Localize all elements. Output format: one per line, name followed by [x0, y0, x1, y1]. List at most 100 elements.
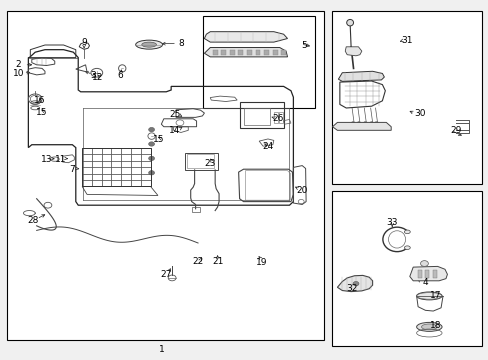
Text: 15: 15 — [36, 108, 47, 117]
Text: 15: 15 — [153, 135, 164, 144]
Text: 24: 24 — [262, 143, 273, 152]
Bar — [131, 180, 141, 186]
Bar — [238, 50, 243, 55]
Text: 21: 21 — [211, 256, 223, 265]
Circle shape — [148, 171, 154, 175]
Bar — [102, 174, 111, 180]
Circle shape — [350, 122, 354, 125]
Text: 29: 29 — [449, 126, 461, 135]
Bar — [92, 180, 102, 186]
Polygon shape — [338, 71, 384, 81]
Bar — [131, 154, 141, 161]
Bar — [331, 11, 481, 184]
Text: 27: 27 — [160, 270, 172, 279]
Bar — [111, 154, 121, 161]
Bar — [102, 154, 111, 161]
Ellipse shape — [142, 42, 156, 47]
Polygon shape — [204, 48, 287, 57]
Bar — [121, 174, 131, 180]
Polygon shape — [345, 47, 361, 56]
Circle shape — [369, 122, 373, 125]
Circle shape — [148, 127, 154, 132]
Bar — [102, 148, 111, 154]
Bar — [82, 161, 92, 167]
Bar — [121, 154, 131, 161]
Polygon shape — [332, 122, 390, 130]
Text: 1: 1 — [158, 345, 164, 354]
Bar — [102, 180, 111, 186]
Bar — [273, 112, 277, 123]
Text: 7: 7 — [69, 165, 75, 174]
Text: 28: 28 — [27, 216, 39, 225]
Bar — [131, 161, 141, 167]
Text: 2: 2 — [16, 60, 21, 69]
Bar — [131, 167, 141, 174]
Bar — [212, 50, 217, 55]
Text: 17: 17 — [428, 292, 440, 300]
Ellipse shape — [421, 324, 436, 330]
Bar — [141, 148, 150, 154]
Text: 19: 19 — [255, 258, 267, 266]
Circle shape — [148, 142, 154, 146]
Text: 16: 16 — [34, 96, 46, 105]
Bar — [131, 174, 141, 180]
Ellipse shape — [346, 19, 353, 26]
Bar — [121, 167, 131, 174]
Bar — [221, 50, 225, 55]
Text: 11: 11 — [55, 154, 67, 163]
Text: 23: 23 — [204, 159, 216, 168]
Circle shape — [420, 261, 427, 266]
Bar — [7, 11, 324, 340]
Text: 25: 25 — [169, 110, 181, 119]
Bar — [121, 180, 131, 186]
Bar — [131, 148, 141, 154]
Text: 33: 33 — [386, 218, 397, 227]
Text: 26: 26 — [271, 113, 283, 122]
Ellipse shape — [404, 230, 409, 234]
Bar — [121, 148, 131, 154]
Bar — [92, 167, 102, 174]
Text: 20: 20 — [296, 186, 307, 194]
Bar — [82, 167, 92, 174]
Bar — [281, 50, 285, 55]
Text: 22: 22 — [192, 256, 203, 265]
Text: 9: 9 — [81, 38, 87, 47]
Bar — [141, 154, 150, 161]
Bar — [102, 167, 111, 174]
Bar — [102, 161, 111, 167]
Bar — [141, 161, 150, 167]
Bar — [272, 50, 277, 55]
Bar — [92, 148, 102, 154]
Text: 32: 32 — [346, 284, 357, 293]
Bar — [243, 108, 270, 125]
Text: 30: 30 — [413, 109, 425, 118]
Polygon shape — [337, 275, 372, 292]
Text: 31: 31 — [400, 36, 412, 45]
Bar — [405, 231, 411, 248]
Bar — [82, 148, 92, 154]
Bar — [82, 174, 92, 180]
Text: 14: 14 — [169, 126, 181, 135]
Bar — [92, 161, 102, 167]
Ellipse shape — [416, 323, 441, 331]
Polygon shape — [204, 32, 287, 42]
Circle shape — [356, 122, 360, 125]
Bar — [82, 148, 150, 186]
Bar — [111, 174, 121, 180]
Bar — [111, 161, 121, 167]
Circle shape — [374, 122, 378, 125]
Bar — [141, 167, 150, 174]
Bar — [417, 270, 421, 278]
Ellipse shape — [416, 292, 441, 300]
Bar — [92, 174, 102, 180]
Circle shape — [148, 156, 154, 161]
Bar — [229, 50, 234, 55]
Bar — [184, 153, 218, 170]
Bar — [111, 148, 121, 154]
Text: 12: 12 — [92, 73, 103, 82]
Bar — [187, 154, 214, 168]
Bar — [141, 174, 150, 180]
Bar — [111, 180, 121, 186]
Bar — [264, 50, 268, 55]
Ellipse shape — [404, 246, 409, 249]
